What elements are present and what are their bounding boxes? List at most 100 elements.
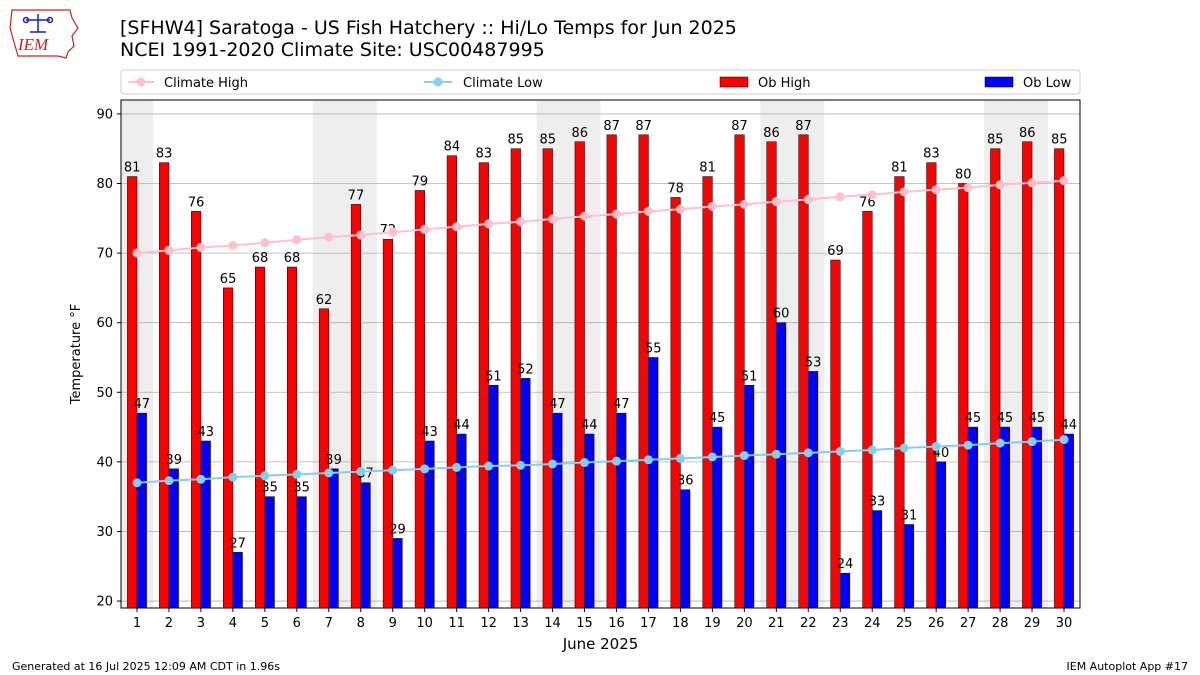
climate-high-point: [739, 199, 749, 209]
ob-high-bar: [1054, 148, 1065, 609]
ob-low-bar: [136, 412, 147, 609]
ob-low-label: 44: [1061, 418, 1078, 433]
ob-low-label: 29: [389, 522, 406, 537]
ob-high-label: 83: [476, 147, 493, 162]
ob-high-label: 81: [891, 161, 908, 176]
ob-high-label: 85: [987, 133, 1004, 148]
ob-high-label: 86: [763, 126, 780, 141]
ob-high-label: 81: [699, 161, 716, 176]
x-tick-label: 12: [480, 616, 497, 631]
ob-high-label: 84: [444, 140, 461, 155]
climate-low-point: [196, 474, 206, 484]
ob-low-bar: [840, 572, 851, 609]
ob-high-label: 87: [603, 119, 620, 134]
legend-climate-high-label: Climate High: [164, 76, 248, 91]
ob-high-label: 81: [124, 161, 141, 176]
x-tick-label: 22: [800, 616, 817, 631]
ob-high-bar: [670, 197, 681, 609]
x-tick-label: 17: [640, 616, 657, 631]
ob-high-bar: [414, 190, 425, 609]
x-tick-label: 13: [512, 616, 529, 631]
ob-high-label: 86: [571, 126, 588, 141]
x-tick-label: 9: [389, 616, 397, 631]
y-tick-label: 90: [96, 107, 113, 122]
x-tick-label: 1: [133, 616, 141, 631]
x-tick-label: 2: [165, 616, 173, 631]
ob-low-bar: [680, 489, 691, 609]
climate-low-point: [899, 443, 909, 453]
ob-high-bar: [127, 176, 138, 609]
ob-high-bar: [1022, 141, 1033, 609]
ob-high-label: 85: [1051, 133, 1068, 148]
ob-high-bar: [350, 204, 361, 609]
ob-high-bar: [862, 211, 873, 609]
x-tick-label: 6: [293, 616, 301, 631]
ob-high-label: 78: [667, 181, 684, 196]
ob-high-label: 87: [795, 119, 812, 134]
climate-high-point: [963, 183, 973, 193]
climate-low-point: [580, 458, 590, 468]
ob-high-bar: [702, 176, 713, 609]
climate-high-point: [420, 224, 430, 234]
climate-low-point: [931, 442, 941, 452]
climate-low-point: [484, 461, 494, 471]
ob-high-label: 85: [508, 133, 525, 148]
ob-low-bar: [967, 426, 978, 609]
ob-high-bar: [223, 287, 234, 609]
ob-low-bar: [168, 468, 179, 609]
ob-high-label: 77: [348, 188, 365, 203]
climate-low-point: [675, 453, 685, 463]
ob-low-label: 35: [293, 481, 310, 496]
climate-low-point: [835, 446, 845, 456]
iowa-state-outline: [9, 9, 79, 59]
x-tick-label: 27: [960, 616, 977, 631]
climate-high-point: [835, 192, 845, 202]
ob-high-bar: [574, 141, 585, 609]
ob-high-label: 68: [252, 251, 269, 266]
climate-high-point: [771, 197, 781, 207]
ob-low-label: 27: [229, 536, 246, 551]
app-note: IEM Autoplot App #17: [1066, 660, 1189, 673]
x-tick-label: 18: [672, 616, 689, 631]
ob-high-bar: [990, 148, 1001, 609]
legend-ob-low-label: Ob Low: [1023, 76, 1072, 91]
climate-high-point: [260, 238, 270, 248]
ob-low-bar: [296, 496, 307, 609]
climate-high-point: [643, 206, 653, 216]
ob-high-bar: [830, 259, 841, 609]
climate-high-point: [324, 232, 334, 242]
ob-low-bar: [552, 412, 563, 609]
climate-high-line: [136, 179, 1065, 255]
ob-high-label: 85: [539, 133, 556, 148]
ob-low-label: 43: [421, 425, 438, 440]
x-tick-label: 15: [576, 616, 593, 631]
ob-high-label: 68: [284, 251, 301, 266]
ob-low-bar: [360, 482, 371, 609]
ob-low-label: 45: [965, 411, 982, 426]
ob-low-label: 39: [165, 453, 182, 468]
legend: Climate High Climate Low Ob High Ob Low: [120, 69, 1081, 95]
climate-high-point: [228, 240, 238, 250]
climate-high-point: [196, 243, 206, 253]
x-tick-label: 16: [608, 616, 625, 631]
climate-low-point: [516, 460, 526, 470]
climate-low-point: [452, 462, 462, 472]
x-tick-label: 10: [416, 616, 433, 631]
ob-high-label: 83: [156, 147, 173, 162]
x-tick-label: 3: [197, 616, 205, 631]
climate-low-point: [963, 440, 973, 450]
ob-low-bar: [999, 426, 1010, 609]
climate-low-point: [260, 471, 270, 481]
ob-low-label: 47: [549, 397, 566, 412]
climate-low-point: [324, 468, 334, 478]
generated-note: Generated at 16 Jul 2025 12:09 AM CDT in…: [12, 660, 280, 673]
ob-low-bar: [264, 496, 275, 609]
x-tick-label: 4: [229, 616, 237, 631]
x-tick-label: 5: [261, 616, 269, 631]
ob-low-bar: [616, 412, 627, 609]
ob-low-label: 47: [134, 397, 151, 412]
climate-high-point: [548, 214, 558, 224]
climate-high-point: [292, 235, 302, 245]
climate-low-point: [292, 469, 302, 479]
climate-high-point: [1027, 178, 1037, 188]
